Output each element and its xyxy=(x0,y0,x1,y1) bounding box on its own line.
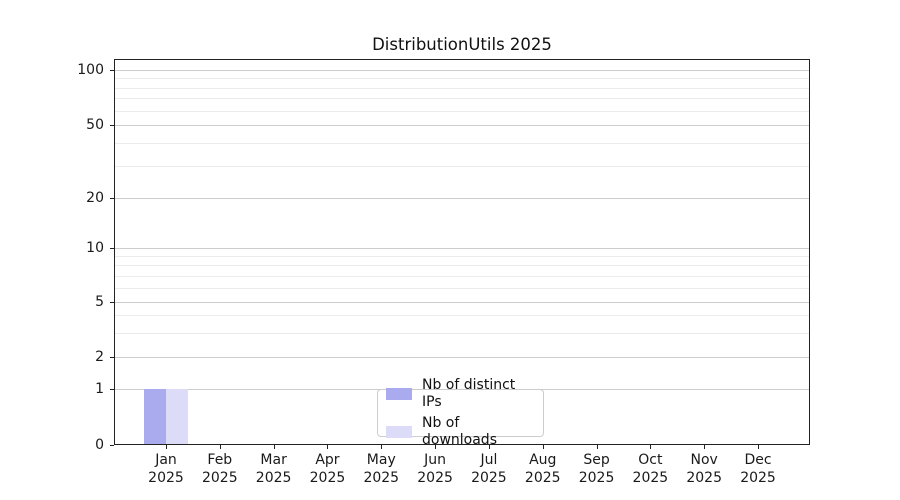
y-tick-label: 20 xyxy=(86,190,104,206)
legend-item-downloads: Nb of downloads xyxy=(386,415,535,449)
x-tick-mark xyxy=(273,445,275,449)
x-tick-label: Jun 2025 xyxy=(417,452,453,486)
y-gridline-minor xyxy=(115,265,809,267)
x-tick-label: Nov 2025 xyxy=(686,452,722,486)
legend-item-distinct-ips: Nb of distinct IPs xyxy=(386,377,535,411)
x-tick-label: Dec 2025 xyxy=(740,452,776,486)
y-gridline-minor xyxy=(115,275,809,277)
y-gridline-minor xyxy=(115,332,809,334)
y-tick-mark xyxy=(110,302,114,303)
x-tick-mark xyxy=(704,445,706,449)
x-tick-mark xyxy=(219,445,221,449)
plot-area xyxy=(114,59,810,445)
x-tick-label: Oct 2025 xyxy=(632,452,669,486)
y-gridline-minor xyxy=(115,110,809,112)
y-gridline-minor xyxy=(115,315,809,317)
y-gridline-major xyxy=(115,70,809,71)
x-tick-label: May 2025 xyxy=(363,452,400,486)
legend-swatch-downloads xyxy=(386,426,412,438)
y-gridline-major xyxy=(115,357,809,358)
y-tick-label: 100 xyxy=(77,62,104,78)
x-tick-mark xyxy=(488,445,490,449)
y-gridline-minor xyxy=(115,165,809,167)
y-tick-label: 10 xyxy=(86,240,104,256)
y-tick-mark xyxy=(110,389,114,390)
y-tick-label: 50 xyxy=(86,117,104,133)
y-tick-label: 0 xyxy=(95,437,104,453)
y-tick-mark xyxy=(110,198,114,199)
legend-label-downloads: Nb of downloads xyxy=(422,415,497,448)
x-tick-mark xyxy=(542,445,544,449)
x-tick-mark xyxy=(166,445,167,449)
x-tick-label: Sep 2025 xyxy=(578,452,615,486)
y-tick-mark xyxy=(110,357,114,358)
y-tick-mark xyxy=(110,445,114,446)
x-tick-label: Jan 2025 xyxy=(148,452,184,486)
y-gridline-minor xyxy=(115,98,809,100)
y-gridline-major xyxy=(115,198,809,199)
x-tick-mark xyxy=(381,445,383,449)
y-tick-mark xyxy=(110,125,114,126)
y-gridline-minor xyxy=(115,256,809,258)
y-tick-label: 2 xyxy=(95,349,104,365)
legend-label-distinct-ips: Nb of distinct IPs xyxy=(422,377,516,410)
x-tick-label: Aug 2025 xyxy=(524,452,561,486)
y-gridline-major xyxy=(115,302,809,303)
y-gridline-minor xyxy=(115,287,809,289)
chart-title: DistributionUtils 2025 xyxy=(372,35,552,54)
x-tick-mark xyxy=(596,445,598,449)
y-gridline-minor xyxy=(115,142,809,144)
x-tick-label: Jul 2025 xyxy=(471,452,507,486)
x-tick-label: Feb 2025 xyxy=(201,452,238,486)
y-gridline-major xyxy=(115,125,809,126)
x-tick-mark xyxy=(758,445,760,449)
y-tick-label: 1 xyxy=(95,381,104,397)
x-tick-mark xyxy=(327,445,329,449)
x-tick-mark xyxy=(435,445,437,449)
y-tick-mark xyxy=(110,248,114,249)
y-gridline-minor xyxy=(115,78,809,80)
x-tick-label: Apr 2025 xyxy=(309,452,346,486)
bar-distinct-ips xyxy=(144,389,166,444)
bar-downloads xyxy=(166,389,188,444)
legend-swatch-distinct-ips xyxy=(386,388,412,400)
legend: Nb of distinct IPs Nb of downloads xyxy=(377,377,544,448)
x-tick-mark xyxy=(650,445,652,449)
x-tick-label: Mar 2025 xyxy=(255,452,292,486)
y-tick-mark xyxy=(110,70,114,71)
y-gridline-minor xyxy=(115,87,809,89)
y-gridline-major xyxy=(115,248,809,249)
y-tick-label: 5 xyxy=(95,294,104,310)
